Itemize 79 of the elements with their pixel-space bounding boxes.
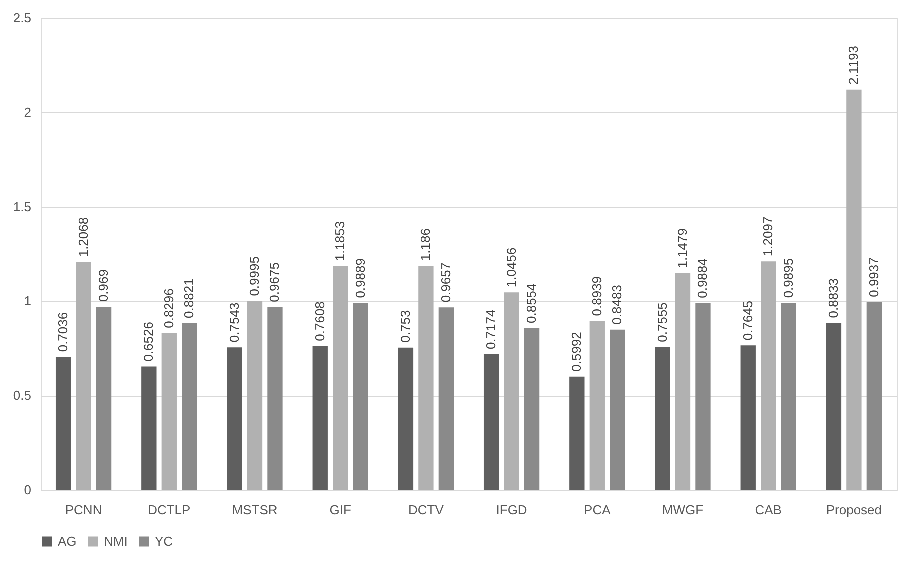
data-label: 0.7608 [312, 302, 328, 342]
bar [182, 323, 198, 490]
bar [740, 346, 756, 490]
data-label: 0.9675 [267, 262, 282, 302]
bar [504, 292, 520, 490]
y-tick-label: 0 [24, 482, 32, 498]
bar [655, 347, 670, 490]
bar [76, 262, 92, 490]
x-tick-label: MWGF [662, 502, 704, 518]
data-label: 1.2097 [760, 216, 776, 257]
data-label: 0.8821 [182, 278, 197, 318]
data-label: 0.8296 [161, 288, 176, 328]
data-label: 0.8483 [610, 285, 625, 325]
data-label: 2.1193 [846, 46, 862, 85]
x-tick-label: CAB [755, 502, 782, 518]
data-label: 0.8939 [589, 276, 604, 316]
bar [524, 328, 540, 490]
data-label: 0.7036 [56, 312, 71, 352]
bar [826, 323, 842, 490]
data-label: 0.7543 [226, 302, 242, 343]
data-label: 1.1479 [675, 228, 690, 268]
data-label: 0.9884 [695, 258, 710, 298]
x-tick-label: DCTV [408, 502, 444, 518]
bar [866, 302, 882, 490]
x-tick-label: GIF [330, 502, 352, 518]
x-tick-label: Proposed [826, 502, 882, 518]
data-label: 0.6526 [141, 322, 156, 362]
data-label: 0.9937 [866, 258, 882, 298]
data-label: 1.2068 [76, 217, 91, 258]
data-label: 0.9657 [438, 262, 454, 303]
bar [162, 333, 177, 490]
legend-label: NMI [104, 534, 128, 549]
y-tick-label: 2.5 [13, 10, 32, 26]
data-label: 0.7645 [740, 300, 756, 341]
bar [484, 354, 500, 490]
bar [590, 321, 605, 490]
data-label: 0.7555 [654, 302, 670, 342]
bar [570, 376, 585, 490]
bar [696, 303, 711, 490]
legend-label: AG [58, 534, 77, 549]
x-tick-label: PCA [584, 502, 612, 518]
bar [227, 348, 242, 490]
bar [353, 303, 368, 490]
bar [846, 90, 862, 490]
legend-label: YC [155, 534, 174, 549]
data-label: 0.969 [96, 270, 112, 302]
bar [312, 346, 328, 490]
data-label: 1.186 [418, 228, 434, 262]
bar [333, 266, 348, 490]
data-label: 0.753 [398, 310, 413, 343]
data-label: 0.5992 [569, 332, 584, 372]
bar [438, 308, 454, 490]
data-label: 0.7174 [484, 310, 499, 350]
bar [96, 307, 112, 490]
bar [56, 357, 72, 490]
bar [268, 307, 283, 490]
y-tick-label: 1.5 [13, 199, 32, 214]
bar [418, 266, 434, 490]
bar [398, 348, 414, 490]
y-tick-label: 0.5 [13, 388, 32, 404]
data-label: 0.9995 [247, 256, 262, 296]
data-label: 0.9889 [352, 258, 368, 298]
bar [610, 330, 626, 490]
y-tick-label: 2 [24, 104, 32, 120]
y-tick-label: 1 [24, 294, 32, 309]
x-tick-label: DCTLP [148, 502, 191, 518]
x-tick-label: MSTSR [232, 502, 278, 518]
data-label: 1.0456 [504, 248, 519, 288]
data-label: 1.1853 [332, 221, 348, 262]
bar [675, 273, 691, 490]
bar [761, 262, 776, 490]
x-tick-label: PCNN [65, 502, 102, 518]
data-label: 0.8833 [826, 278, 841, 318]
bar [247, 301, 263, 490]
data-label: 0.9895 [780, 258, 796, 298]
bar [781, 303, 796, 490]
bar [142, 366, 157, 490]
data-label: 0.8554 [524, 284, 540, 324]
x-tick-label: IFGD [496, 502, 528, 518]
